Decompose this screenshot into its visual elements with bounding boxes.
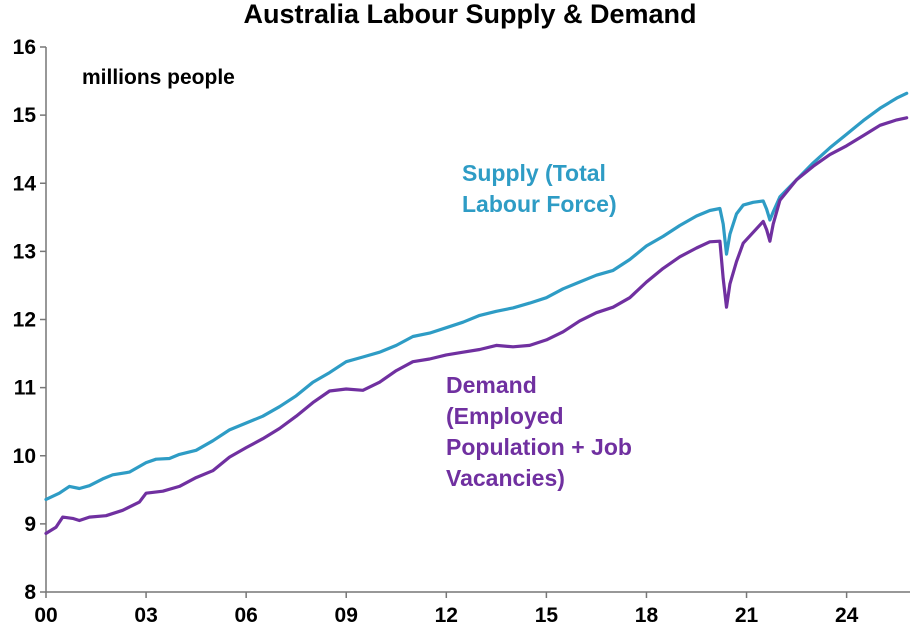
y-tick-label: 16	[13, 36, 36, 59]
supply-series-line	[44, 91, 909, 501]
y-tick-label: 9	[24, 513, 36, 536]
y-tick-label: 14	[13, 172, 37, 195]
x-axis: 00 03 06 09 12 15 18 21 24	[34, 591, 910, 627]
demand-label-line: Demand	[446, 372, 537, 398]
y-tick-label: 12	[13, 309, 36, 332]
series-labels: Supply (Total Labour Force) Demand (Employe…	[446, 160, 632, 491]
x-tick-label: 21	[735, 604, 759, 627]
y-tick-label: 15	[13, 104, 37, 127]
x-tick-label: 09	[335, 604, 358, 627]
supply-label-line: Labour Force)	[462, 191, 617, 217]
x-tick-label: 15	[535, 604, 559, 627]
x-tick-label: 06	[234, 604, 257, 627]
demand-label-line: Population + Job	[446, 434, 632, 460]
demand-label-line: Vacancies)	[446, 465, 565, 491]
x-tick-label: 12	[435, 604, 458, 627]
x-tick-label: 00	[34, 604, 57, 627]
unit-note: millions people	[82, 66, 235, 89]
x-tick-label: 24	[835, 604, 859, 627]
demand-label-line: (Employed	[446, 403, 564, 429]
chart-title: Australia Labour Supply & Demand	[243, 0, 696, 29]
supply-label-line: Supply (Total	[462, 160, 606, 186]
y-axis: 8 9 10 11 12 13 14 15 16	[13, 36, 47, 604]
y-tick-label: 8	[24, 581, 36, 604]
y-tick-label: 10	[13, 445, 36, 468]
x-tick-label: 03	[134, 604, 157, 627]
demand-series-line	[44, 116, 909, 535]
y-tick-label: 11	[14, 377, 37, 400]
x-tick-label: 18	[635, 604, 659, 627]
y-tick-label: 13	[13, 240, 36, 263]
series-layer	[44, 91, 909, 535]
